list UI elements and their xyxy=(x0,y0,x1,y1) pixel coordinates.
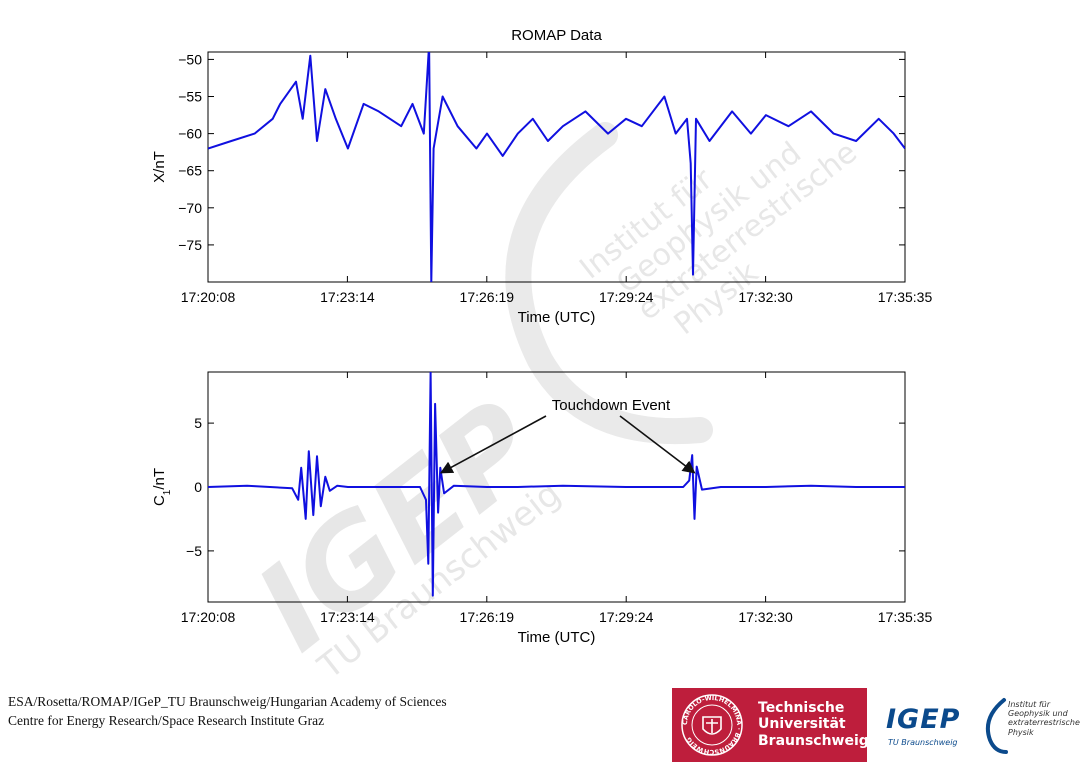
x-tick-label: 17:32:30 xyxy=(738,289,793,305)
annotation-arrow xyxy=(439,415,547,474)
x-tick-label: 17:20:08 xyxy=(181,289,236,305)
x-tick-label: 17:35:35 xyxy=(878,289,933,305)
tu-seal-icon: CAROLO-WILHELMINA · BRAUNSCHWEIG xyxy=(681,694,743,756)
tu-braunschweig-logo: CAROLO-WILHELMINA · BRAUNSCHWEIG Technis… xyxy=(672,688,869,762)
x-axis-label: Time (UTC) xyxy=(518,629,596,646)
series-line xyxy=(208,52,905,282)
y-axis-label: C1/nT xyxy=(151,468,173,506)
y-tick-label: 0 xyxy=(194,479,202,495)
igep-swoosh-icon xyxy=(985,698,1008,754)
x-tick-label: 17:20:08 xyxy=(181,609,236,625)
igep-inst-line: Physik xyxy=(1008,727,1034,737)
igep-inst-line: Geophysik und xyxy=(1008,709,1068,719)
tu-logo-line: Technische xyxy=(758,700,845,716)
y-tick-label: −50 xyxy=(178,51,202,67)
igep-logo-word: IGEP xyxy=(886,704,961,735)
tu-logo-line: Universität xyxy=(758,716,846,732)
y-axis-label: X/nT xyxy=(151,151,168,183)
x-tick-label: 17:26:19 xyxy=(460,289,515,305)
y-tick-label: −65 xyxy=(178,163,202,179)
y-tick-label: −5 xyxy=(186,543,202,559)
tu-logo-line: Braunschweig xyxy=(758,733,869,749)
x-tick-label: 17:26:19 xyxy=(460,609,515,625)
plot-frame xyxy=(207,51,906,283)
igep-watermark: IGEP TU Braunschweig Institut für Geophy… xyxy=(232,122,864,688)
igep-institute-text: Institut für Geophysik und extraterrestr… xyxy=(1008,700,1080,737)
annotation-arrow xyxy=(619,415,696,474)
credit-line-1: ESA/Rosetta/ROMAP/IGeP_TU Braunschweig/H… xyxy=(8,694,447,709)
series-line xyxy=(208,372,905,597)
x-tick-label: 17:32:30 xyxy=(738,609,793,625)
y-tick-label: −75 xyxy=(178,237,202,253)
x-tick-label: 17:29:24 xyxy=(599,609,654,625)
x-tick-label: 17:29:24 xyxy=(599,289,654,305)
chart-panel-2: 17:20:08 17:23:14 17:26:19 17:29:24 17:32:30… xyxy=(151,371,933,646)
y-tick-label: −55 xyxy=(178,89,202,105)
y-tick-label: −70 xyxy=(178,200,202,216)
credit-line-2: Centre for Energy Research/Space Researc… xyxy=(8,713,325,728)
watermark-swoosh-icon xyxy=(505,122,713,445)
y-tick-label: 5 xyxy=(194,415,202,431)
x-tick-label: 17:35:35 xyxy=(878,609,933,625)
igep-logo-sub: TU Braunschweig xyxy=(888,738,958,747)
igep-inst-line: Institut für xyxy=(1008,700,1051,709)
x-tick-label: 17:23:14 xyxy=(320,609,375,625)
y-tick-label: −60 xyxy=(178,126,202,142)
igep-logo: IGEP TU Braunschweig Institut für Geophy… xyxy=(880,696,1085,756)
chart-panel-1: 17:20:08 17:23:14 17:26:19 17:29:24 17:32:30… xyxy=(151,27,932,326)
igep-inst-line: extraterrestrische xyxy=(1008,718,1080,728)
x-tick-label: 17:23:14 xyxy=(320,289,375,305)
chart-title: ROMAP Data xyxy=(511,27,602,44)
touchdown-annotation-label: Touchdown Event xyxy=(552,397,671,414)
x-axis-label: Time (UTC) xyxy=(518,309,596,326)
